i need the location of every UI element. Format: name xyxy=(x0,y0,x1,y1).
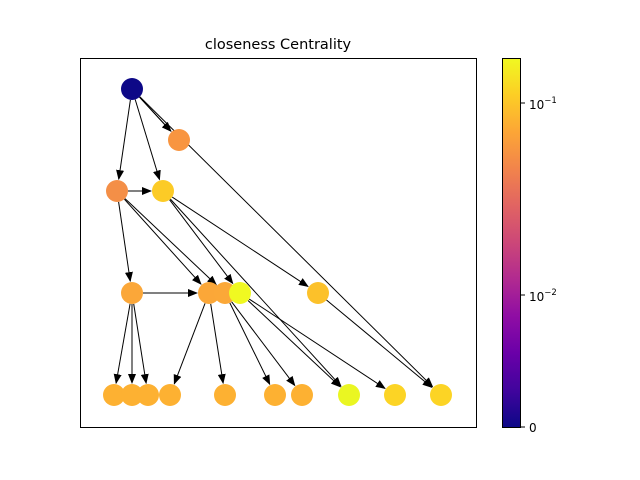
graph-node xyxy=(159,384,181,406)
graph-node xyxy=(291,384,313,406)
graph-node xyxy=(384,384,406,406)
graph-node xyxy=(168,129,190,151)
graph-edge xyxy=(134,99,161,181)
plot-frame xyxy=(80,58,477,428)
colorbar-tick-label: 10−2 xyxy=(529,288,557,304)
graph-node xyxy=(121,384,143,406)
graph-node xyxy=(229,282,251,304)
colorbar-tick-label: 10−1 xyxy=(529,96,557,112)
colorbar-tick-label: 0 xyxy=(529,421,537,435)
graph-edge xyxy=(169,199,234,285)
colorbar-gradient xyxy=(502,58,520,427)
graph-edge xyxy=(229,302,271,386)
graph-edge xyxy=(133,303,149,385)
graph-edge xyxy=(118,201,133,283)
colorbar-frame xyxy=(502,58,521,428)
graph-node xyxy=(106,180,128,202)
graph-node xyxy=(264,384,286,406)
graph-node xyxy=(198,282,220,304)
graph-node xyxy=(121,282,143,304)
graph-node xyxy=(121,78,143,100)
graph-node xyxy=(307,282,329,304)
graph-edge xyxy=(231,301,296,387)
graph-edge xyxy=(171,196,309,287)
graph-node xyxy=(152,180,174,202)
graph-node xyxy=(430,384,452,406)
graph-node xyxy=(137,384,159,406)
graph-edge xyxy=(124,198,218,286)
graph-edge xyxy=(139,96,172,132)
graph-node xyxy=(214,384,236,406)
graph-node xyxy=(103,384,125,406)
graph-edge xyxy=(248,298,386,389)
chart-title: closeness Centrality xyxy=(205,37,352,53)
graph-edge xyxy=(123,198,202,285)
graph-edge xyxy=(113,303,131,385)
graph-edge xyxy=(247,300,341,388)
graph-edge xyxy=(210,303,226,385)
colorbar: 10−1 10−2 0 xyxy=(502,58,557,435)
graph-edge xyxy=(326,299,433,388)
graph-nodes xyxy=(103,78,452,406)
graph-edge xyxy=(173,303,206,385)
graph-edge xyxy=(116,99,131,181)
graph-edge xyxy=(170,198,342,387)
graph-node xyxy=(338,384,360,406)
